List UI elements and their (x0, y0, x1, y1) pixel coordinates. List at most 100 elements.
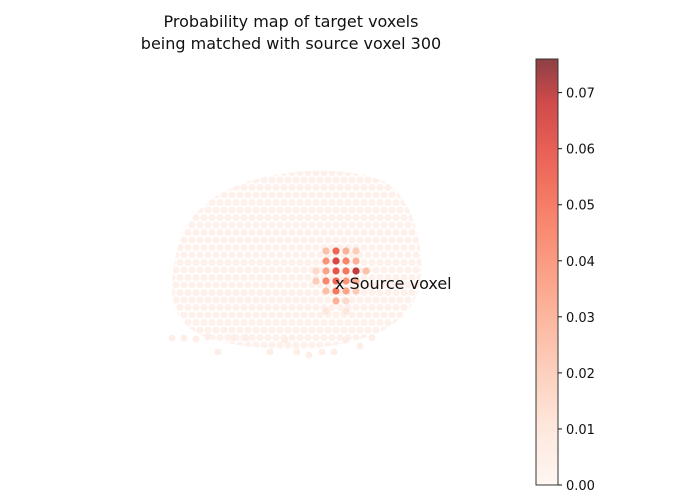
background-voxel (204, 191, 212, 199)
background-voxel (396, 191, 404, 199)
background-voxel (264, 258, 272, 267)
background-voxel (188, 236, 196, 244)
background-voxel (196, 206, 204, 214)
background-voxel (212, 341, 220, 349)
background-voxel (252, 341, 260, 349)
background-voxel (164, 206, 171, 213)
background-voxel (236, 206, 244, 214)
background-voxel (264, 213, 272, 222)
probability-point (322, 307, 330, 315)
background-voxel (252, 251, 260, 259)
probability-point (322, 257, 330, 265)
background-voxel (268, 311, 276, 319)
background-voxel (188, 341, 196, 349)
background-voxel (180, 191, 188, 199)
background-voxel (180, 281, 188, 289)
background-voxel (176, 303, 184, 312)
background-voxel (236, 326, 244, 334)
background-voxel (356, 296, 364, 304)
background-voxel (348, 326, 356, 334)
background-voxel (304, 198, 312, 207)
background-voxel (244, 296, 252, 304)
edge-voxel (168, 334, 176, 342)
background-voxel (220, 236, 228, 244)
background-voxel (288, 213, 296, 222)
background-voxel (212, 221, 220, 229)
background-voxel (284, 251, 292, 259)
background-voxel (400, 228, 408, 237)
background-voxel (236, 281, 244, 289)
background-voxel (232, 318, 240, 327)
background-voxel (332, 176, 340, 184)
background-voxel (260, 236, 268, 244)
background-voxel (236, 251, 244, 259)
background-voxel (272, 243, 280, 252)
background-voxel (180, 161, 187, 168)
edge-voxel-points (168, 333, 376, 359)
background-voxel (268, 341, 276, 349)
background-voxel (216, 183, 224, 192)
background-voxel (184, 318, 192, 327)
background-voxel (300, 281, 308, 289)
background-voxel (264, 288, 272, 297)
background-voxel (184, 273, 192, 282)
colorbar-tick-label: 0.02 (566, 367, 595, 382)
background-voxel (368, 183, 376, 192)
background-voxel (220, 251, 228, 259)
background-voxel (192, 213, 200, 222)
background-voxel (360, 243, 368, 252)
background-voxel (292, 236, 300, 244)
background-voxel (171, 288, 176, 297)
background-voxel (308, 251, 316, 259)
background-voxel (408, 333, 416, 342)
edge-voxel (266, 348, 274, 356)
background-voxel (348, 206, 356, 214)
probability-point (332, 257, 340, 265)
background-voxel (228, 206, 236, 214)
background-voxel (172, 296, 180, 304)
background-voxel (348, 176, 356, 184)
background-voxel (372, 191, 380, 199)
background-voxel (176, 213, 184, 222)
background-voxel (188, 296, 196, 304)
background-voxel (364, 341, 372, 349)
background-voxel (288, 288, 296, 297)
background-voxel (236, 296, 244, 304)
background-voxel (372, 161, 379, 168)
background-voxel (268, 191, 276, 199)
background-voxel (356, 326, 364, 334)
background-voxel (348, 296, 356, 304)
background-voxel (336, 170, 344, 177)
colorbar-tick-label: 0.06 (566, 143, 595, 158)
background-voxel (368, 198, 376, 207)
background-voxel (332, 311, 340, 319)
background-voxel (300, 221, 308, 229)
background-voxel (240, 303, 248, 312)
background-voxel (380, 176, 388, 184)
background-voxel (368, 258, 376, 267)
background-voxel (208, 288, 216, 297)
background-voxel (164, 326, 171, 333)
background-voxel (176, 243, 184, 252)
background-voxel (188, 251, 196, 259)
background-voxel (240, 318, 248, 327)
edge-voxel (330, 348, 338, 356)
background-voxel (216, 170, 224, 177)
background-voxel (284, 161, 291, 168)
background-voxel (412, 251, 420, 259)
background-voxel (380, 266, 388, 274)
background-voxel (204, 221, 212, 229)
background-voxel (224, 183, 232, 192)
background-voxel (416, 183, 422, 192)
background-voxel (384, 228, 392, 237)
background-voxel (216, 273, 224, 282)
probability-point (362, 267, 370, 275)
probability-point (332, 277, 340, 285)
background-voxel (324, 161, 331, 168)
edge-voxel (242, 334, 250, 342)
background-voxel (400, 273, 408, 282)
background-voxel (208, 183, 216, 192)
background-voxel (384, 273, 392, 282)
background-voxel (412, 191, 420, 199)
background-voxel (316, 311, 324, 319)
